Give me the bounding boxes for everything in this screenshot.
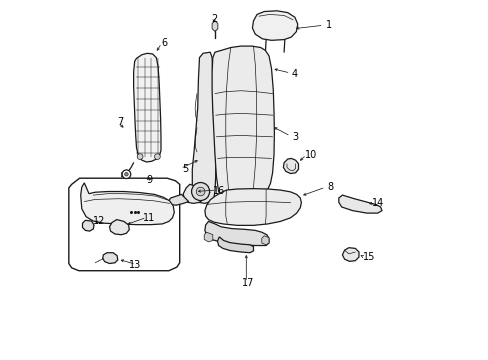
Circle shape [137, 154, 142, 159]
Circle shape [191, 183, 209, 201]
Text: 6: 6 [161, 38, 167, 48]
Polygon shape [212, 21, 218, 31]
Text: 5: 5 [182, 164, 188, 174]
Polygon shape [69, 178, 179, 271]
Polygon shape [82, 220, 94, 231]
Polygon shape [261, 236, 268, 245]
Polygon shape [168, 194, 188, 205]
Polygon shape [217, 237, 253, 253]
Polygon shape [204, 232, 212, 242]
Text: 4: 4 [291, 69, 297, 79]
Polygon shape [102, 253, 118, 264]
Polygon shape [133, 53, 161, 162]
Polygon shape [204, 221, 268, 246]
Polygon shape [338, 195, 381, 213]
Polygon shape [192, 52, 215, 203]
Circle shape [154, 154, 160, 159]
Text: 17: 17 [242, 278, 254, 288]
Polygon shape [81, 183, 174, 225]
Text: 15: 15 [362, 252, 374, 262]
Text: 12: 12 [92, 216, 104, 226]
Polygon shape [212, 46, 274, 203]
Text: 7: 7 [117, 117, 123, 127]
Text: 1: 1 [325, 20, 331, 30]
Circle shape [122, 170, 130, 179]
Polygon shape [283, 158, 298, 174]
Polygon shape [252, 11, 297, 40]
Text: 10: 10 [305, 150, 317, 160]
Circle shape [196, 187, 204, 196]
Polygon shape [342, 248, 358, 261]
Text: 11: 11 [142, 213, 155, 223]
Text: 3: 3 [291, 132, 297, 142]
Text: 13: 13 [128, 260, 141, 270]
Polygon shape [183, 184, 204, 203]
Text: 8: 8 [327, 182, 333, 192]
Text: 16: 16 [213, 186, 225, 196]
Polygon shape [109, 220, 129, 235]
Text: 9: 9 [146, 175, 152, 185]
Polygon shape [204, 189, 301, 225]
Text: 2: 2 [210, 14, 217, 24]
Circle shape [124, 172, 128, 176]
Text: 14: 14 [371, 198, 383, 208]
